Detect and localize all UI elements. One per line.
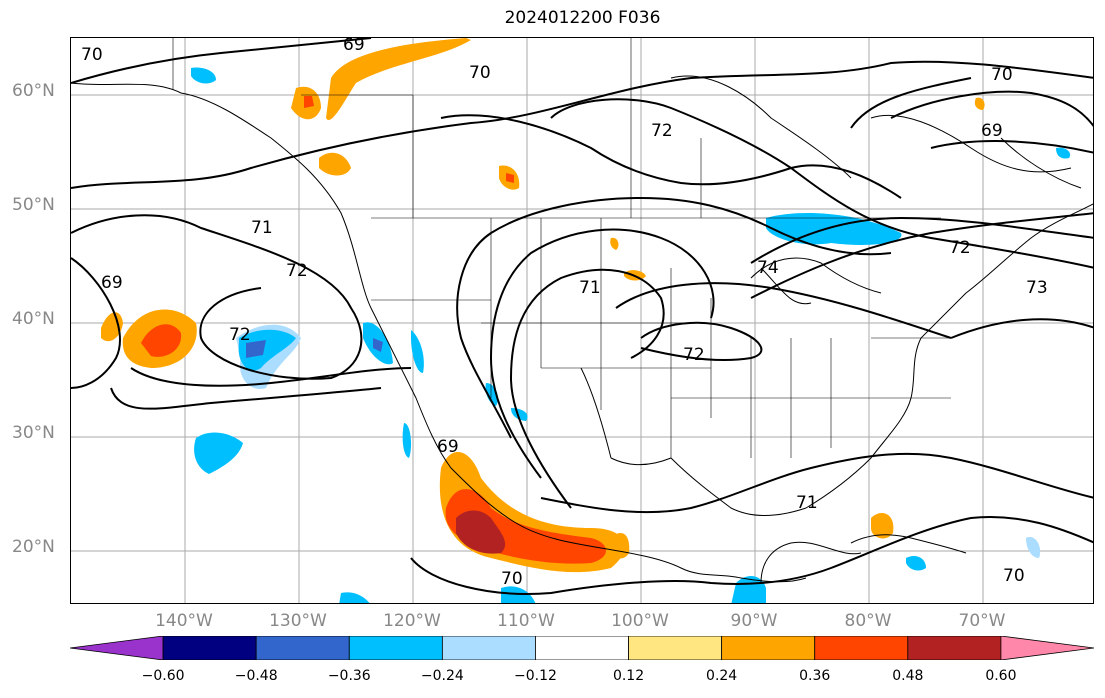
contour-label: 71 xyxy=(796,493,818,513)
colorbar-tick-label: 0.48 xyxy=(892,668,924,684)
colorbar-tick-label: 0.36 xyxy=(799,668,831,684)
colorbar-segment xyxy=(628,636,723,660)
colorbar-segment xyxy=(348,636,443,660)
colorbar-tick-label: −0.48 xyxy=(234,668,278,684)
lon-label-70w: 70°W xyxy=(958,611,1006,631)
contour-label: 72 xyxy=(286,261,308,281)
colorbar-segment xyxy=(907,636,1002,660)
lon-label-130w: 130°W xyxy=(269,611,327,631)
contour-label: 72 xyxy=(651,121,673,141)
map-canvas: 70 69 70 72 70 69 71 72 69 72 71 72 74 7… xyxy=(71,38,1093,603)
contour-label: 69 xyxy=(981,121,1003,141)
colorbar-tick-label: 0.24 xyxy=(706,668,738,684)
lon-label-140w: 140°W xyxy=(155,611,213,631)
colorbar-tick-label: −0.12 xyxy=(514,668,557,684)
lat-label-60n: 60°N xyxy=(12,81,55,101)
colorbar-tick-label: −0.24 xyxy=(420,668,464,684)
contour-label: 74 xyxy=(757,258,779,278)
contour-label: 70 xyxy=(1003,566,1025,586)
contour-label: 72 xyxy=(949,238,971,258)
height-contours xyxy=(71,38,1093,595)
contour-label: 72 xyxy=(229,325,251,345)
contour-labels: 70 69 70 72 70 69 71 72 69 72 71 72 74 7… xyxy=(81,38,1048,589)
contour-label: 71 xyxy=(251,218,273,238)
colorbar-segment xyxy=(441,636,536,660)
negative-anomaly-shading xyxy=(191,67,1071,603)
colorbar-tick-label: −0.60 xyxy=(141,668,185,684)
lon-label-110w: 110°W xyxy=(497,611,555,631)
contour-label: 71 xyxy=(579,278,601,298)
colorbar-segment xyxy=(721,636,816,660)
positive-anomaly-shading xyxy=(101,38,985,573)
lon-label-100w: 100°W xyxy=(611,611,669,631)
map-panel: 70 69 70 72 70 69 71 72 69 72 71 72 74 7… xyxy=(70,37,1094,604)
graticule xyxy=(71,38,1093,603)
colorbar-tick-label: 0.12 xyxy=(612,668,645,684)
state-borders xyxy=(172,38,951,458)
lon-label-80w: 80°W xyxy=(844,611,892,631)
contour-label: 70 xyxy=(81,45,103,65)
colorbar xyxy=(70,636,1094,660)
contour-label: 72 xyxy=(683,345,705,365)
map-title: 2024012200 F036 xyxy=(504,8,661,28)
colorbar-segment xyxy=(162,636,257,660)
colorbar-segment xyxy=(70,636,164,660)
colorbar-segment xyxy=(535,636,629,660)
colorbar-tick-label: −0.36 xyxy=(327,668,371,684)
contour-label: 73 xyxy=(1026,278,1048,298)
lat-label-30n: 30°N xyxy=(12,423,55,443)
colorbar-segment xyxy=(1000,636,1094,660)
lon-label-90w: 90°W xyxy=(730,611,778,631)
lat-label-50n: 50°N xyxy=(12,195,55,215)
contour-label: 70 xyxy=(991,65,1013,85)
colorbar-tick-label: 0.60 xyxy=(985,668,1017,684)
lon-label-120w: 120°W xyxy=(383,611,441,631)
lat-label-20n: 20°N xyxy=(12,537,55,557)
contour-label: 70 xyxy=(501,569,523,589)
contour-label: 69 xyxy=(101,273,123,293)
colorbar-segment xyxy=(255,636,350,660)
contour-label: 70 xyxy=(469,63,491,83)
colorbar-segment xyxy=(814,636,909,660)
contour-label: 69 xyxy=(437,437,459,457)
coastlines xyxy=(71,75,1093,584)
colorbar-segments xyxy=(70,636,1094,660)
lat-label-40n: 40°N xyxy=(12,309,55,329)
contour-label: 69 xyxy=(343,38,365,55)
